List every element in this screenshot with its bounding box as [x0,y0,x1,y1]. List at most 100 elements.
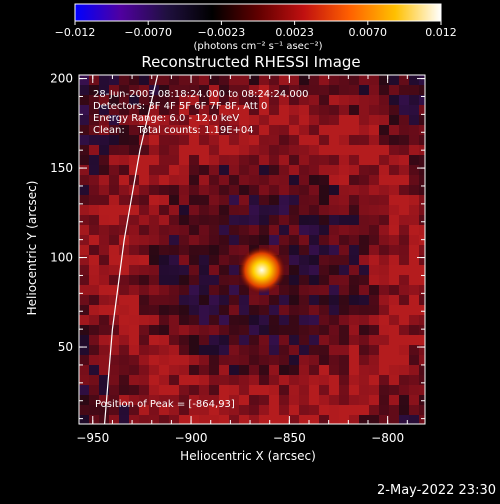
image-pixel [319,375,329,385]
image-pixel [279,225,289,235]
image-pixel [259,385,269,395]
image-pixel [109,175,119,185]
image-pixel [389,285,399,295]
image-pixel [319,95,329,105]
image-pixel [319,275,329,285]
image-pixel [349,205,359,215]
image-pixel [379,355,389,365]
image-pixel [159,325,169,335]
image-pixel [399,335,409,345]
image-pixel [129,305,139,315]
image-pixel [349,335,359,345]
image-pixel [89,165,99,175]
image-pixel [319,145,329,155]
image-pixel [419,255,425,265]
image-pixel [399,155,409,165]
image-pixel [149,385,159,395]
image-pixel [379,145,389,155]
image-pixel [79,115,89,125]
image-pixel [309,335,319,345]
image-pixel [89,395,99,405]
image-pixel [109,355,119,365]
image-pixel [389,75,399,85]
image-pixel [79,95,89,105]
image-pixel [309,175,319,185]
image-pixel [139,365,149,375]
image-pixel [89,215,99,225]
image-pixel [319,125,329,135]
image-pixel [149,305,159,315]
image-pixel [399,145,409,155]
image-pixel [79,395,89,405]
image-pixel [169,235,179,245]
image-pixel [179,265,189,275]
image-pixel [79,175,89,185]
image-pixel [269,315,279,325]
image-pixel [99,265,109,275]
image-pixel [209,145,219,155]
image-pixel [419,85,425,95]
image-pixel [99,225,109,235]
image-pixel [179,275,189,285]
image-pixel [419,195,425,205]
image-pixel [199,155,209,165]
image-pixel [209,255,219,265]
image-pixel [339,385,349,395]
image-pixel [319,245,329,255]
image-pixel [369,335,379,345]
image-pixel [259,415,269,424]
image-pixel [199,355,209,365]
image-pixel [139,405,149,415]
image-pixel [79,305,89,315]
image-pixel [229,105,239,115]
image-pixel [209,175,219,185]
image-pixel [99,335,109,345]
image-pixel [379,295,389,305]
image-pixel [259,295,269,305]
image-pixel [319,345,329,355]
image-pixel [259,395,269,405]
image-pixel [169,335,179,345]
image-pixel [419,135,425,145]
annotation-time: 28-Jun-2003 08:18:24.000 to 08:24:24.000 [93,89,309,100]
x-tick-label: −850 [273,431,306,445]
image-pixel [99,395,109,405]
image-pixel [339,245,349,255]
image-pixel [379,395,389,405]
image-pixel [289,235,299,245]
image-pixel [299,415,309,424]
image-pixel [209,135,219,145]
image-pixel [79,225,89,235]
image-pixel [269,405,279,415]
image-pixel [289,175,299,185]
image-pixel [99,365,109,375]
image-pixel [289,75,299,85]
image-pixel [289,255,299,265]
image-pixel [379,175,389,185]
image-pixel [99,125,109,135]
image-pixel [119,105,129,115]
image-pixel [199,275,209,285]
image-pixel [139,315,149,325]
image-pixel [169,95,179,105]
image-pixel [399,205,409,215]
image-pixel [369,365,379,375]
image-pixel [249,335,259,345]
image-pixel [239,155,249,165]
image-pixel [299,135,309,145]
image-pixel [139,335,149,345]
image-pixel [109,275,119,285]
image-pixel [339,195,349,205]
y-axis-label: Heliocentric Y (arcsec) [25,181,39,316]
image-pixel [389,205,399,215]
image-pixel [179,155,189,165]
image-pixel [109,255,119,265]
image-pixel [189,365,199,375]
image-pixel [259,315,269,325]
image-pixel [309,375,319,385]
image-pixel [419,285,425,295]
image-pixel [379,105,389,115]
image-pixel [209,265,219,275]
image-pixel [159,115,169,125]
image-pixel [219,195,229,205]
